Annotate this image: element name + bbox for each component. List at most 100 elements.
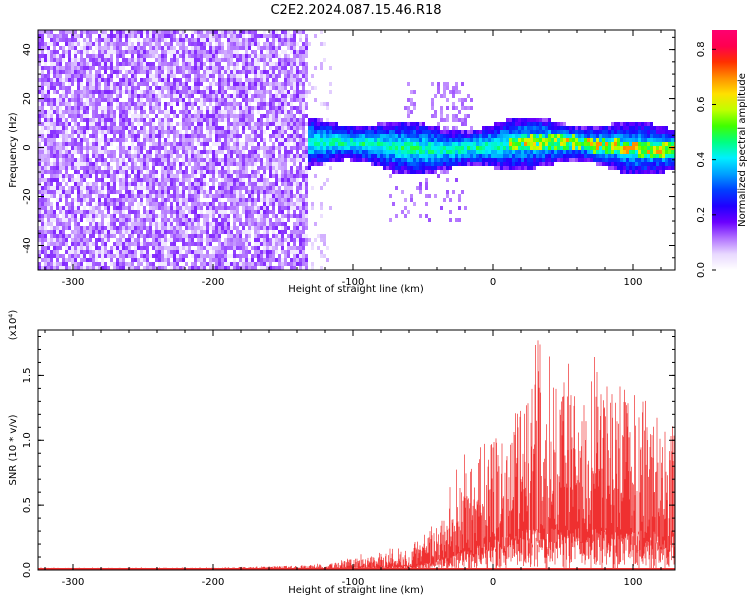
spectrogram-cell [281,210,284,214]
spectrogram-cell [329,90,332,94]
spectrogram-cell [251,150,254,154]
spectrogram-cell [167,222,170,226]
spectrogram-cell [47,114,50,118]
spectrogram-cell [164,170,167,174]
spectrogram-cell [101,170,104,174]
spectrogram-cell [44,206,47,210]
spectrogram-cell [77,42,80,46]
spectrogram-cell [170,118,173,122]
spectrogram-cell [263,162,266,166]
spectrogram-cell [185,250,188,254]
spectrogram-cell [119,150,122,154]
spectrogram-cell [83,30,86,34]
spectrogram-cell [98,118,101,122]
spectrogram-cell [200,114,203,118]
spectrogram-cell [170,222,173,226]
spectrogram-cell [290,150,293,154]
spectrogram-cell [98,50,101,54]
spectrogram-cell [107,98,110,102]
spectrogram-cell [152,194,155,198]
spectrogram-cell [233,38,236,42]
spectrogram-cell [71,58,74,62]
spectrogram-cell [302,166,305,170]
spectrogram-cell [380,162,383,166]
spectrogram-cell [290,110,293,114]
spectrogram-cell [224,106,227,110]
spectrogram-cell [293,258,296,262]
spectrogram-cell [95,150,98,154]
spectrogram-cell [284,54,287,58]
spectrogram-cell [395,126,398,130]
spectrogram-cell [389,126,392,130]
spectrogram-cell [320,234,323,238]
spectrogram-cell [50,114,53,118]
spectrogram-cell [257,34,260,38]
spectrogram-cell [80,238,83,242]
spectrogram-cell [215,134,218,138]
spectrogram-cell [254,86,257,90]
spectrogram-cell [101,78,104,82]
spectrogram-cell [95,118,98,122]
spectrogram-cell [278,98,281,102]
spectrogram-cell [281,118,284,122]
spectrogram-cell [212,70,215,74]
spectrogram-cell [284,30,287,34]
spectrogram-cell [248,42,251,46]
spectrogram-cell [254,186,257,190]
spectrogram-cell [245,110,248,114]
spectrogram-cell [122,74,125,78]
spectrogram-cell [113,202,116,206]
spectrogram-cell [275,258,278,262]
spectrogram-cell [302,254,305,258]
spectrogram-cell [98,42,101,46]
spectrogram-cell [89,82,92,86]
spectrogram-cell [119,262,122,266]
spectrogram-cell [92,106,95,110]
spectrogram-cell [95,46,98,50]
spectrogram-cell [212,206,215,210]
spectrogram-cell [284,102,287,106]
spectrogram-cell [128,102,131,106]
spectrogram-cell [122,126,125,130]
spectrogram-cell [170,70,173,74]
spectrogram-cell [221,222,224,226]
spectrogram-cell [188,106,191,110]
spectrogram-cell [71,162,74,166]
spectrogram-cell [221,146,224,150]
spectrogram-cell [299,182,302,186]
spectrogram-cell [317,246,320,250]
spectrogram-cell [275,34,278,38]
spectrogram-cell [77,202,80,206]
spectrogram-cell [116,210,119,214]
spectrogram-cell [281,202,284,206]
spectrogram-cell [299,46,302,50]
spectrogram-cell [374,146,377,150]
spectrogram-cell [44,126,47,130]
spectrogram-cell [251,82,254,86]
spectrogram-cell [245,102,248,106]
spectrogram-cell [296,154,299,158]
spectrogram-cell [95,90,98,94]
spectrogram-cell [38,54,41,58]
spectrogram-cell [272,106,275,110]
spectrogram-cell [302,154,305,158]
spectrogram-cell [182,158,185,162]
spectrogram-cell [65,218,68,222]
spectrogram-cell [191,134,194,138]
spectrogram-cell [110,46,113,50]
spectrogram-cell [176,122,179,126]
spectrogram-cell [41,86,44,90]
spectrogram-cell [149,134,152,138]
spectrogram-cell [239,110,242,114]
spectrogram-cell [179,30,182,34]
spectrogram-cell [41,250,44,254]
spectrogram-cell [284,110,287,114]
spectrogram-cell [365,126,368,130]
spectrogram-cell [125,246,128,250]
spectrogram-cell [197,226,200,230]
spectrogram-cell [50,194,53,198]
spectrogram-cell [53,70,56,74]
spectrogram-cell [218,250,221,254]
spectrogram-cell [263,246,266,250]
spectrogram-cell [101,254,104,258]
